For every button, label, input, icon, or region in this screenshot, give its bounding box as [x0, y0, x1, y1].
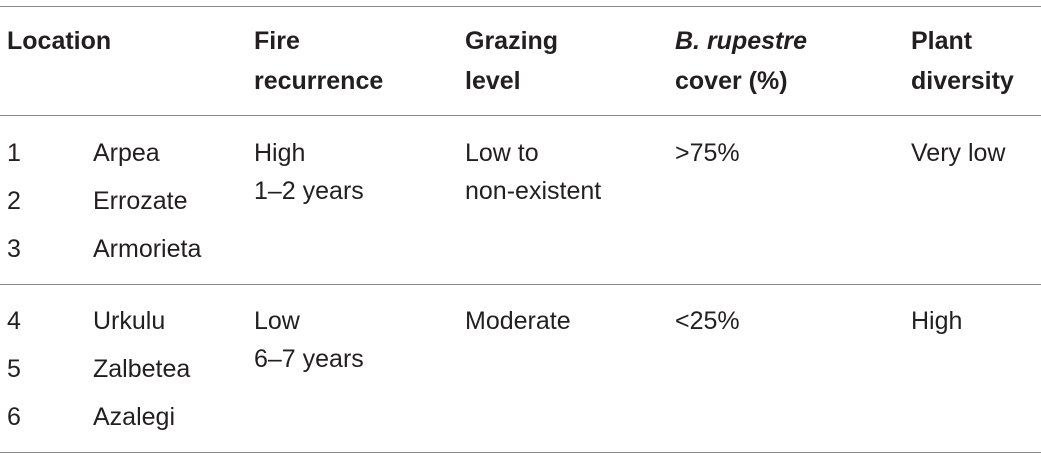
header-location: Location — [7, 27, 112, 55]
cover-value: <25% — [675, 307, 740, 335]
header-fire-line1: Fire — [254, 27, 300, 55]
header-diversity-line1: Plant — [911, 27, 973, 55]
row-location: Azalegi — [93, 403, 175, 431]
grazing-level-line1: Low to — [465, 139, 539, 167]
header-grazing-line2: level — [465, 67, 521, 95]
fire-interval: 1–2 years — [254, 177, 364, 205]
cover-value: >75% — [675, 139, 740, 167]
header-diversity-line2: diversity — [911, 67, 1014, 95]
diversity-value: Very low — [911, 139, 1006, 167]
row-number: 3 — [7, 235, 21, 263]
row-number: 1 — [7, 139, 21, 167]
row-location: Arpea — [93, 139, 160, 167]
row-location: Urkulu — [93, 307, 166, 335]
fire-interval: 6–7 years — [254, 345, 364, 373]
grazing-level-line1: Moderate — [465, 307, 571, 335]
row-number: 2 — [7, 187, 21, 215]
row-location: Zalbetea — [93, 355, 191, 383]
header-rule — [0, 115, 1041, 116]
grazing-level-line2: non-existent — [465, 177, 602, 205]
table-bottom-rule — [0, 452, 1041, 453]
fire-level: High — [254, 139, 306, 167]
group-rule — [0, 284, 1041, 285]
diversity-value: High — [911, 307, 963, 335]
header-grazing-line1: Grazing — [465, 27, 559, 55]
header-cover-species: B. rupestre — [675, 27, 807, 55]
row-number: 4 — [7, 307, 21, 335]
fire-level: Low — [254, 307, 300, 335]
row-number: 6 — [7, 403, 21, 431]
header-cover-line2: cover (%) — [675, 67, 788, 95]
row-number: 5 — [7, 355, 21, 383]
table-top-rule — [0, 6, 1041, 7]
row-location: Armorieta — [93, 235, 202, 263]
header-fire-line2: recurrence — [254, 67, 384, 95]
row-location: Errozate — [93, 187, 188, 215]
